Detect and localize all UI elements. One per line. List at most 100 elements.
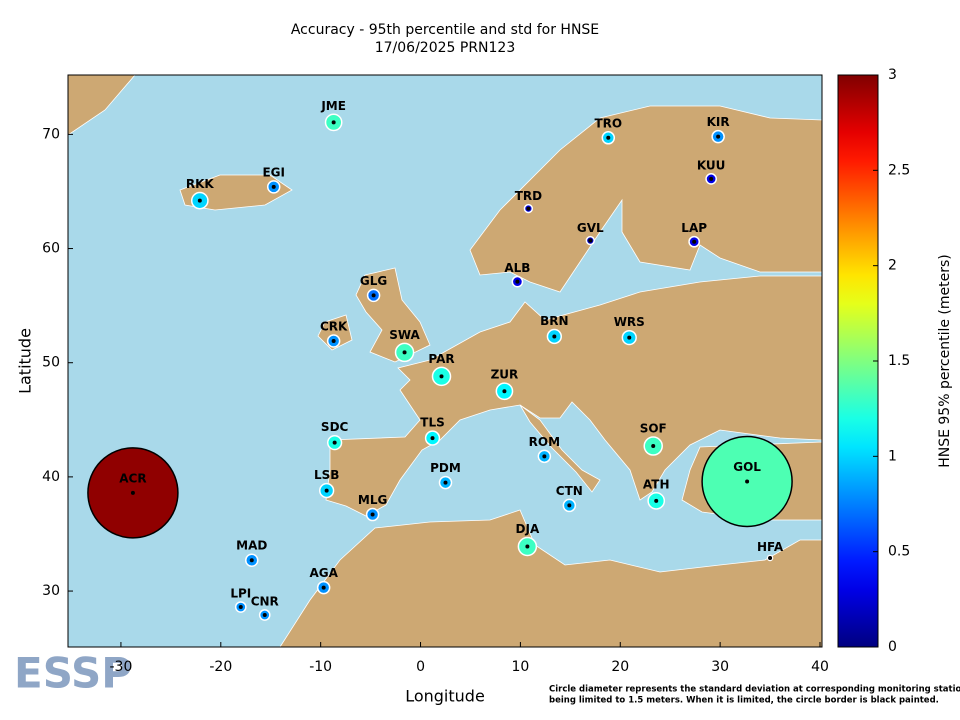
x-tick-label: -20 [209,659,232,675]
station-label: CTN [556,484,583,498]
station-label: KIR [707,115,730,129]
footnote: being limited to 1.5 meters. When it is … [549,696,939,706]
station-label: SDC [321,420,349,434]
land [317,314,353,351]
station-dot [525,544,530,549]
land [279,509,822,647]
station-label: BRN [540,314,568,328]
station-label: ZUR [491,368,519,382]
station-dot [651,444,656,449]
station-label: LPI [230,586,251,600]
land [68,75,136,136]
station-dot [439,374,444,379]
station-label: DJA [516,522,540,536]
colorbar-tick-label: 0.5 [888,544,910,560]
land [469,105,822,293]
station-dot [331,120,336,125]
station-label: TRO [594,116,622,130]
station-dot [249,558,254,563]
station-dot [262,613,267,618]
station-label: SOF [640,422,667,436]
station-label: EGI [262,165,285,179]
colorbar-tick-label: 1 [888,448,897,464]
station-label: CRK [320,320,348,334]
station-label: CNR [251,594,279,608]
station-dot [526,206,531,211]
colorbar-tick-label: 3 [888,67,897,83]
station-label: ACR [119,471,146,485]
station-dot [588,238,593,243]
x-axis-label: Longitude [405,687,485,706]
colorbar-tick-label: 2 [888,258,897,274]
x-tick-label: 40 [811,659,829,675]
chart-title: Accuracy - 95th percentile and std for H… [291,22,599,38]
station-dot [331,339,336,344]
station-label: MAD [236,539,267,553]
colorbar-tick-label: 2.5 [888,162,910,178]
station-dot [709,176,714,181]
y-tick-label: 40 [42,469,60,485]
station-dot [371,293,376,298]
station-label: TLS [420,416,444,430]
station-label: ROM [529,435,560,449]
station-dot [542,454,547,459]
x-tick-label: -10 [309,659,332,675]
station-dot [768,555,773,560]
land [519,404,601,493]
land [325,275,822,517]
station-dot [567,503,572,508]
station-dot [745,479,750,484]
x-tick-label: 30 [711,659,729,675]
colorbar-label: HNSE 95% percentile (meters) [937,254,953,468]
station-dot [692,239,697,244]
station-label: SWA [389,328,420,342]
station-dot [271,184,276,189]
station-dot [552,334,557,339]
station-label: RKK [186,177,215,191]
x-tick-label: 10 [511,659,529,675]
station-label: JME [320,99,346,113]
station-dot [197,198,202,203]
station-dot [443,480,448,485]
station-label: PDM [430,461,461,475]
plot-frame [67,74,823,648]
station-dot [130,490,135,495]
station-label: HFA [757,540,784,554]
station-label: ATH [643,477,670,491]
y-axis-label: Latitude [16,328,35,394]
colorbar-tick-label: 0 [888,639,897,655]
station-dot [402,350,407,355]
station-dot [716,134,721,139]
stations: JME TRO KIR KUU RKK EGI TRD GVL LAP ALB GLG CRK SWA B… [87,99,793,621]
station-label: TRD [515,189,542,203]
station-dot [430,436,435,441]
x-tick-label: 20 [611,659,629,675]
station-label: AGA [309,566,338,580]
station-label: GLG [360,274,387,288]
land-layer [68,75,822,647]
station-dot [627,335,632,340]
x-tick-label: 0 [416,659,425,675]
station-dot [238,605,243,610]
station-dot [515,279,520,284]
station-dot [332,440,337,445]
station-label: GOL [733,460,761,474]
station-label: KUU [697,158,726,172]
station-dot [502,389,507,394]
station-label: ALB [504,261,530,275]
station-label: WRS [614,315,645,329]
station-label: PAR [428,352,454,366]
y-tick-label: 60 [42,241,60,257]
y-tick-label: 50 [42,355,60,371]
station-dot [654,498,659,503]
chart-subtitle: 17/06/2025 PRN123 [375,40,516,56]
colorbar-tick-label: 1.5 [888,353,910,369]
y-tick-label: 70 [42,126,60,142]
station-label: LAP [681,221,707,235]
station-label: GVL [577,221,604,235]
station-label: LSB [314,468,339,482]
station-dot [321,585,326,590]
logo: ESSP [14,649,132,698]
station-label: MLG [358,493,387,507]
